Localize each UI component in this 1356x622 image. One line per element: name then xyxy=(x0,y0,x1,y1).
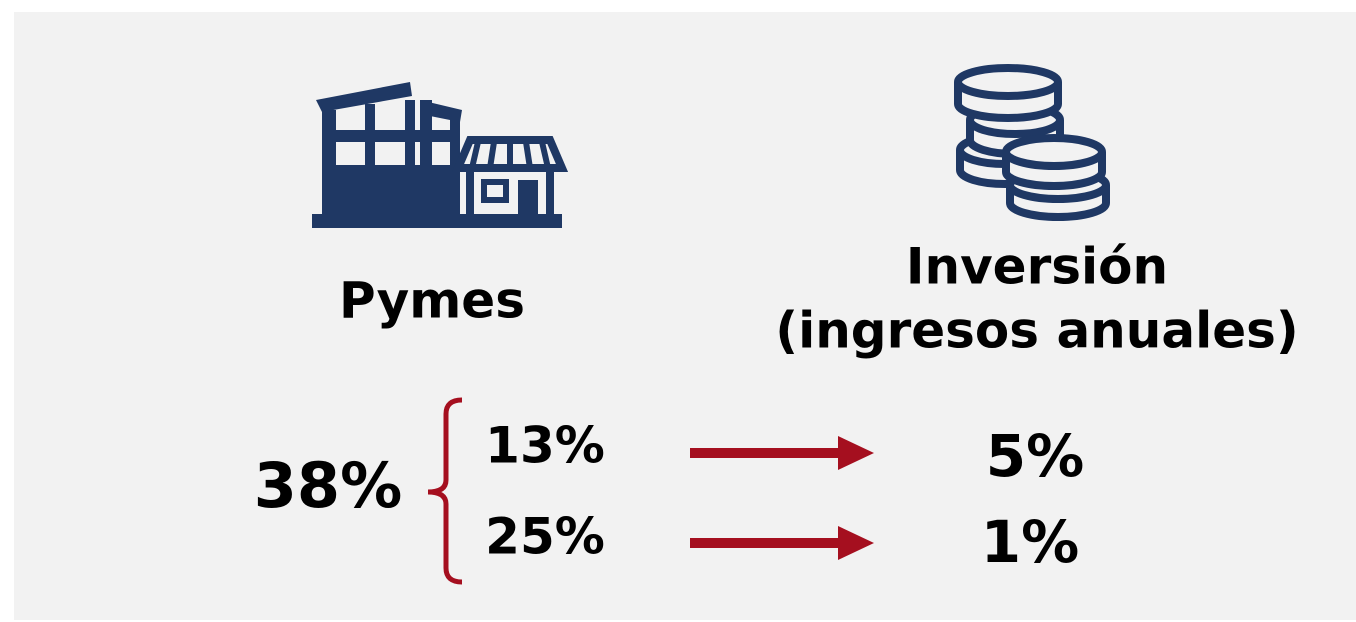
arrow xyxy=(690,436,874,470)
business-icon xyxy=(312,82,569,228)
left-title: Pymes xyxy=(339,272,525,330)
investment-value: 5% xyxy=(986,422,1084,490)
share-value: 25% xyxy=(485,508,605,566)
total-value: 38% xyxy=(254,449,402,522)
arrow xyxy=(690,526,874,560)
investment-value: 1% xyxy=(981,508,1079,576)
brace xyxy=(427,397,463,585)
share-value: 13% xyxy=(485,417,605,475)
coins-icon xyxy=(954,64,1110,221)
right-title: Inversión xyxy=(906,238,1168,296)
right-title: (ingresos anuales) xyxy=(775,302,1299,360)
panel xyxy=(14,12,1356,620)
